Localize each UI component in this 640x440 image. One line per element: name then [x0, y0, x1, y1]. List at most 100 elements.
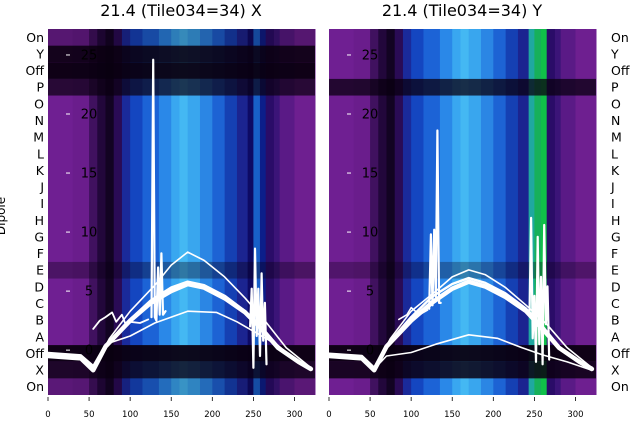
category-tick-label: On [611, 379, 629, 394]
heatmap-row-shade [48, 261, 315, 279]
x-tick-label: 50 [365, 410, 376, 420]
category-tick-label: O [611, 96, 621, 111]
category-tick-label: Y [35, 46, 44, 61]
heatmap-cell [560, 29, 576, 395]
category-tick-label: P [36, 80, 44, 95]
category-tick-label: E [611, 263, 619, 278]
heatmap-row-shade [48, 78, 315, 96]
heatmap-row-shade [48, 62, 315, 79]
overlay-y-tick-label: 5 [366, 285, 374, 300]
overlay-y-tick-label: 0 [366, 344, 374, 359]
overlay-y-tick-label: 25 [362, 48, 379, 63]
category-tick-label: N [35, 113, 44, 128]
heatmap-cell [540, 29, 548, 395]
category-tick-label: L [611, 146, 618, 161]
heatmap-cell [534, 29, 542, 395]
series-line-5 [428, 129, 442, 310]
overlay-y-tick-label: 5 [85, 285, 93, 300]
category-tick-label: M [611, 130, 622, 145]
overlay-y-tick-label: 20 [81, 108, 98, 123]
series-line-4 [92, 311, 150, 330]
category-tick-label: I [40, 196, 44, 211]
heatmap-cell [546, 29, 556, 395]
x-tick-label: 100 [403, 410, 419, 420]
overlay-y-tick-label: 15 [362, 167, 379, 182]
heatmap-cell [386, 29, 396, 395]
category-tick-label: C [35, 296, 44, 311]
heatmap-cell [528, 29, 535, 395]
heatmap-cell [97, 29, 107, 395]
heatmap-cell [468, 29, 482, 395]
heatmap-cell [212, 29, 226, 395]
x-tick-label: 100 [122, 410, 138, 420]
y-axis-label: Dipole [0, 197, 8, 235]
heatmap-row-shade [329, 345, 596, 362]
heatmap-cell [575, 29, 597, 395]
heatmap-cell [279, 29, 295, 395]
category-tick-label: H [35, 213, 44, 228]
heatmap-cell [179, 29, 189, 395]
heatmap-cell [273, 29, 281, 395]
category-tick-label: D [611, 279, 621, 294]
heatmap-cell [253, 29, 261, 395]
heatmap-row-shade [329, 361, 596, 379]
heatmap-cell [105, 29, 115, 395]
heatmap-row-shade [48, 345, 315, 362]
heatmap-cell [378, 29, 388, 395]
category-tick-label: F [611, 246, 618, 261]
category-tick-label: K [611, 163, 620, 178]
heatmap-cell [554, 29, 562, 395]
category-tick-label: O [34, 96, 44, 111]
heatmap-cell [517, 29, 530, 395]
heatmap-cell [236, 29, 249, 395]
heatmap-cell [247, 29, 254, 395]
overlay-y-tick-label: 20 [362, 108, 379, 123]
heatmap-cell [394, 29, 404, 395]
heatmap-cell [130, 29, 143, 395]
heatmap-cell [113, 29, 123, 395]
category-tick-label: D [34, 279, 44, 294]
overlay-y-tick-label: 15 [81, 167, 98, 182]
category-tick-label: A [35, 329, 44, 344]
x-tick-label: 250 [526, 410, 542, 420]
heatmap-cell [121, 29, 131, 395]
heatmap-cell [353, 29, 371, 395]
x-tick-label: 150 [163, 410, 179, 420]
heatmap-cell [199, 29, 213, 395]
overlay-y-tick-label: 0 [85, 344, 93, 359]
heatmap-row-shade [329, 261, 596, 279]
overlay-y-tick-label: 10 [81, 226, 98, 241]
category-tick-label: X [611, 363, 620, 378]
heatmap-cell [171, 29, 180, 395]
heatmap-cell [493, 29, 507, 395]
x-tick-label: 250 [245, 410, 261, 420]
heatmap-row-shade [48, 29, 315, 46]
category-tick-label: On [26, 30, 44, 45]
category-tick-label: J [610, 180, 615, 195]
x-tick-label: 300 [567, 410, 583, 420]
category-tick-label: I [611, 196, 615, 211]
series-line-6 [249, 247, 268, 369]
category-tick-label: G [611, 229, 621, 244]
category-tick-label: Off [26, 63, 45, 78]
heatmap-cell [439, 29, 453, 395]
heatmap-cell [259, 29, 267, 395]
x-tick-label: 150 [444, 410, 460, 420]
category-tick-label: C [611, 296, 620, 311]
overlay-y-tick-label: 25 [81, 48, 98, 63]
heatmap-cell [402, 29, 412, 395]
category-tick-label: J [39, 180, 44, 195]
category-tick-label: B [611, 313, 620, 328]
heatmap-row-shade [48, 45, 315, 63]
category-tick-label: Off [26, 346, 45, 361]
x-tick-label: 0 [326, 410, 331, 420]
category-tick-label: On [611, 30, 629, 45]
category-tick-label: Off [611, 346, 630, 361]
category-tick-label: E [36, 263, 44, 278]
heatmap-cell [460, 29, 470, 395]
category-tick-label: L [37, 146, 44, 161]
x-tick-label: 200 [204, 410, 220, 420]
x-tick-label: 200 [485, 410, 501, 420]
